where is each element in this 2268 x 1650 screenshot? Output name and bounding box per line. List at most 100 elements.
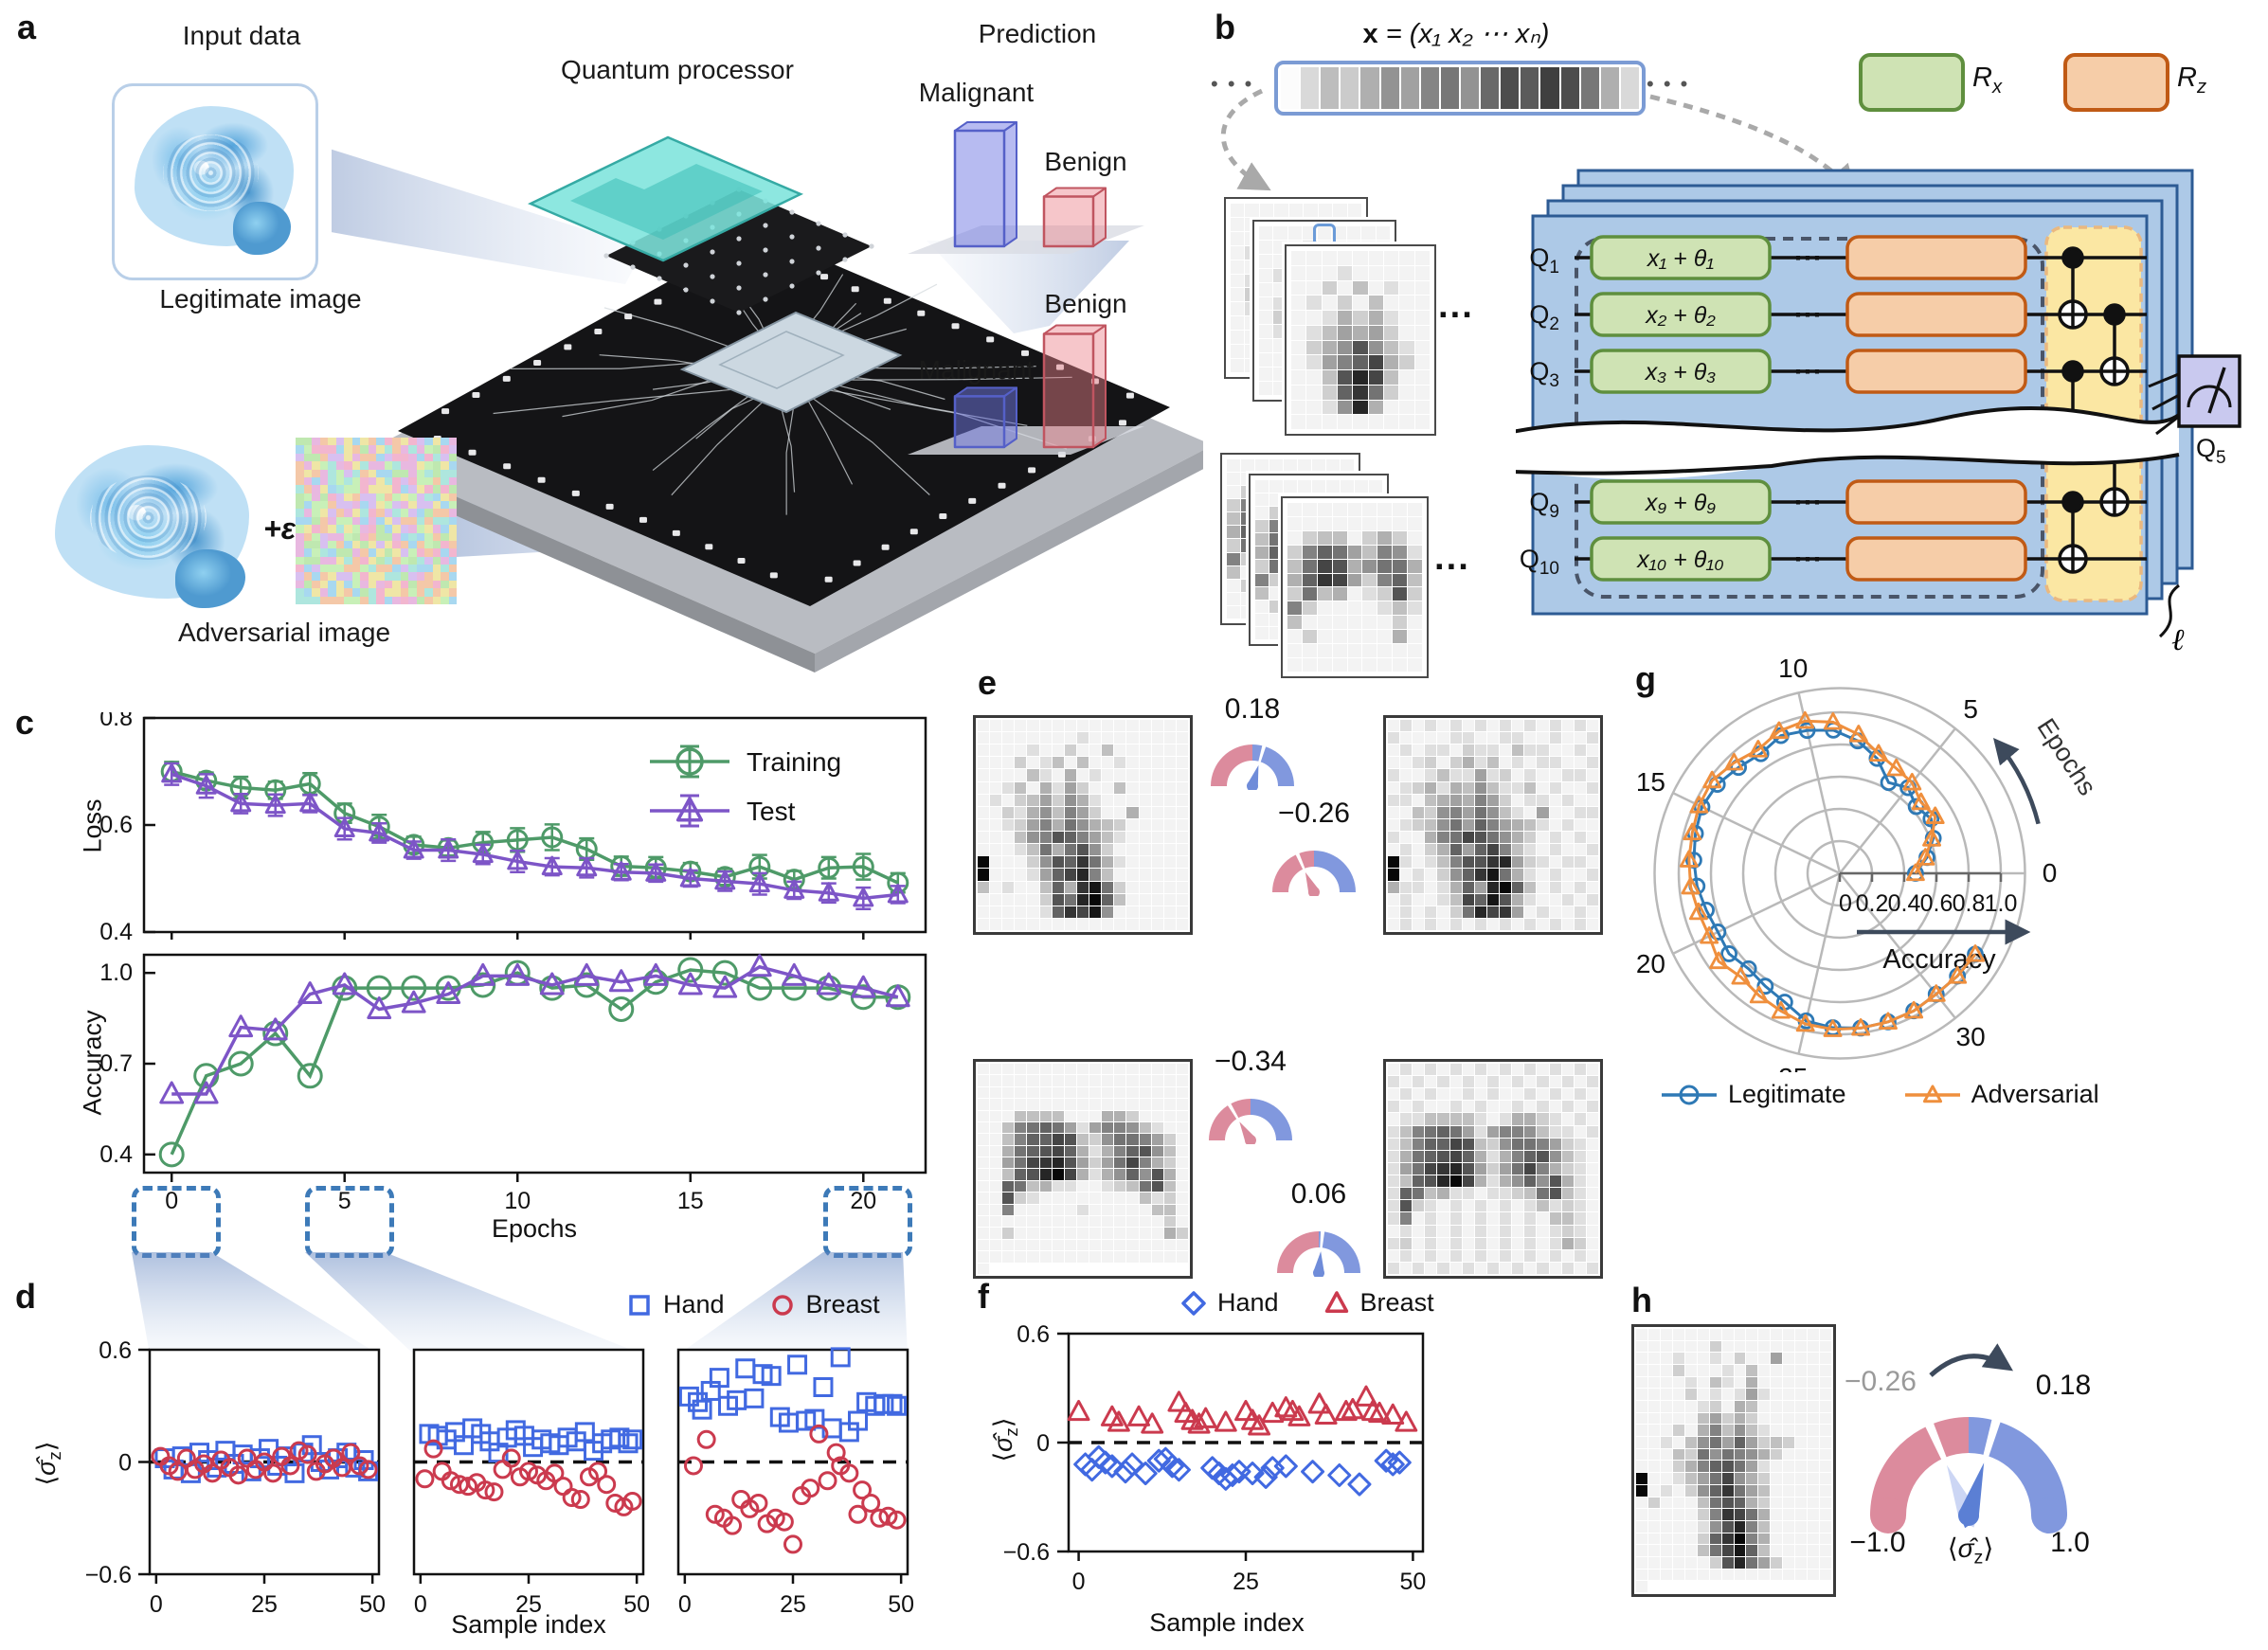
svg-text:0.2: 0.2: [1856, 890, 1889, 917]
svg-text:10: 10: [504, 1188, 531, 1214]
panel-f-legend: Hand Breast: [1179, 1288, 1434, 1318]
hand-stack-frame-front: [1285, 244, 1436, 436]
gauge-value-breast-legit: −0.34: [1215, 1046, 1287, 1077]
svg-text:0.7: 0.7: [99, 1050, 133, 1077]
svg-text:25: 25: [251, 1591, 278, 1613]
bar-label-benign-bottom: Benign: [1044, 289, 1127, 318]
svg-text:x₉ + θ₉: x₉ + θ₉: [1645, 490, 1716, 516]
svg-text:0: 0: [1072, 1569, 1086, 1595]
svg-text:0: 0: [414, 1591, 427, 1613]
svg-text:0.8: 0.8: [99, 712, 133, 731]
bar-label-benign-top: Benign: [1044, 147, 1127, 176]
breast-triangle-legend-icon: [1323, 1289, 1351, 1318]
svg-text:x₂ + θ₂: x₂ + θ₂: [1645, 302, 1716, 329]
svg-text:0.8: 0.8: [1953, 890, 1986, 917]
wave-break-top: [1516, 405, 2181, 434]
gate-dots: ⋯ ⋯ ⋯ ⋯ ⋯: [1793, 242, 1822, 575]
encoding-block-dashed: [1575, 237, 2044, 599]
epochs-axis-label: Epochs: [491, 1214, 578, 1243]
svg-text:1.0: 1.0: [99, 960, 133, 986]
epoch-5-highlight-box: [305, 1186, 394, 1258]
svg-text:20: 20: [1636, 949, 1665, 978]
hand-legend-icon: [625, 1291, 654, 1319]
panel-f-label: f: [978, 1277, 989, 1316]
legit-hand-image: [973, 715, 1193, 935]
arrow-strip-to-images: [1220, 88, 1271, 191]
svg-text:0: 0: [2043, 858, 2058, 888]
rx-gates: x₁ + θ₁ x₂ + θ₂ x₃ + θ₃ x₉ + θ₉ x₁₀ + θ₁…: [1590, 235, 1772, 582]
f-xaxis-label: Sample index: [1149, 1608, 1305, 1637]
epoch-20-highlight-box: [823, 1186, 912, 1258]
adversarial-legend-icon: [1903, 1081, 1962, 1109]
rx-sub: x: [1991, 76, 2003, 98]
h-hand-image: [1631, 1324, 1836, 1597]
rx-legend-label: Rx: [1972, 63, 2002, 99]
svg-text:Q9: Q9: [1529, 488, 1559, 522]
f-breast-legend-label: Breast: [1359, 1288, 1434, 1317]
rz-gates: [1845, 235, 2027, 582]
svg-text:10: 10: [1778, 655, 1808, 683]
legitimate-legend-label: Legitimate: [1728, 1080, 1846, 1108]
svg-text:0.4: 0.4: [1888, 890, 1921, 917]
f-scatter-chart: 0 25 50 0.6 0 −0.6: [1003, 1321, 1427, 1595]
wave-break-bottom: [1516, 453, 2180, 475]
hand-legend-label: Hand: [663, 1290, 725, 1318]
panel-d-legend: Hand Breast: [625, 1290, 880, 1319]
adversarial-image-label: Adversarial image: [177, 618, 391, 647]
adv-breast-image: [1383, 1059, 1603, 1279]
gauge-value-breast-adv: 0.06: [1290, 1178, 1347, 1210]
panel-g-legend: Legitimate Adversarial: [1660, 1080, 2099, 1109]
breast-legend-icon: [768, 1291, 797, 1319]
svg-text:1.0: 1.0: [1985, 890, 2018, 917]
input-vector-strip: [1274, 61, 1646, 116]
prediction-bars: [908, 121, 1144, 455]
svg-text:0: 0: [150, 1591, 163, 1613]
svg-text:Training: Training: [747, 747, 841, 777]
svg-text:0.6: 0.6: [1017, 1321, 1050, 1348]
d-scatter-chart: 0 25 50 0 25 50 0 25 50 0.6 0 −0.6: [85, 1337, 914, 1613]
breast-legend-label: Breast: [805, 1290, 880, 1318]
chip-base-edge-right: [815, 450, 1203, 673]
svg-text:Q2: Q2: [1529, 300, 1559, 334]
f-hand-legend-label: Hand: [1217, 1288, 1279, 1317]
svg-text:⋯: ⋯: [1793, 242, 1822, 274]
quantum-circuit: Q1 Q2 Q3 ⋮ Q9 Q10 x₁ + θ₁ x₂ + θ₂ x₃ + θ…: [1516, 169, 2241, 656]
rz-legend-label: Rz: [2177, 63, 2206, 99]
h-gauge: [1870, 1343, 2067, 1533]
svg-text:Epochs: Epochs: [2031, 713, 2101, 800]
svg-text:25: 25: [1233, 1569, 1259, 1595]
svg-text:⋯: ⋯: [1793, 299, 1822, 331]
svg-text:⋯: ⋯: [1793, 487, 1822, 518]
cnot-gates: [2058, 246, 2130, 574]
h-gauge-max-label: 1.0: [2050, 1527, 2090, 1558]
panel-d-label: d: [15, 1277, 36, 1316]
panel-g-label: g: [1635, 659, 1656, 698]
formula-x: x: [1362, 19, 1378, 49]
beam-legit-to-chip: [332, 149, 644, 284]
legitimate-legend-icon: [1660, 1081, 1719, 1109]
gauge-hand-adv: [1272, 851, 1356, 896]
svg-text:0: 0: [1839, 890, 1852, 917]
panel-a-label: a: [17, 8, 37, 46]
gauge-breast-legit: [1209, 1099, 1292, 1144]
svg-text:15: 15: [1636, 767, 1665, 797]
hand-stack-dots: ···: [1438, 296, 1474, 335]
svg-text:0: 0: [1036, 1430, 1050, 1457]
svg-text:50: 50: [359, 1591, 386, 1613]
panel-b-label: b: [1215, 8, 1235, 46]
accuracy-chart: 1.0 0.7 0.4 0 5 10 15 20: [99, 953, 927, 1214]
brain-image-legitimate: [135, 106, 294, 255]
svg-text:25: 25: [1778, 1063, 1808, 1072]
rx-legend-box: [1859, 53, 1965, 112]
funnel-epoch-0: [132, 1252, 379, 1354]
chip-interposer: [606, 189, 872, 313]
rx-r: R: [1972, 63, 1992, 93]
polar-accuracy-chart: 00.20.40.60.81.0051015202530AccuracyEpoc…: [1636, 655, 2102, 1072]
legitimate-image-label: Legitimate image: [159, 284, 362, 314]
beam-chip-to-top-bars: [927, 241, 1129, 333]
svg-text:⋯: ⋯: [1793, 356, 1822, 387]
brain-image-adversarial: [55, 445, 249, 608]
epoch-0-highlight-box: [132, 1186, 221, 1258]
dots-right: • • •: [1647, 72, 1690, 96]
